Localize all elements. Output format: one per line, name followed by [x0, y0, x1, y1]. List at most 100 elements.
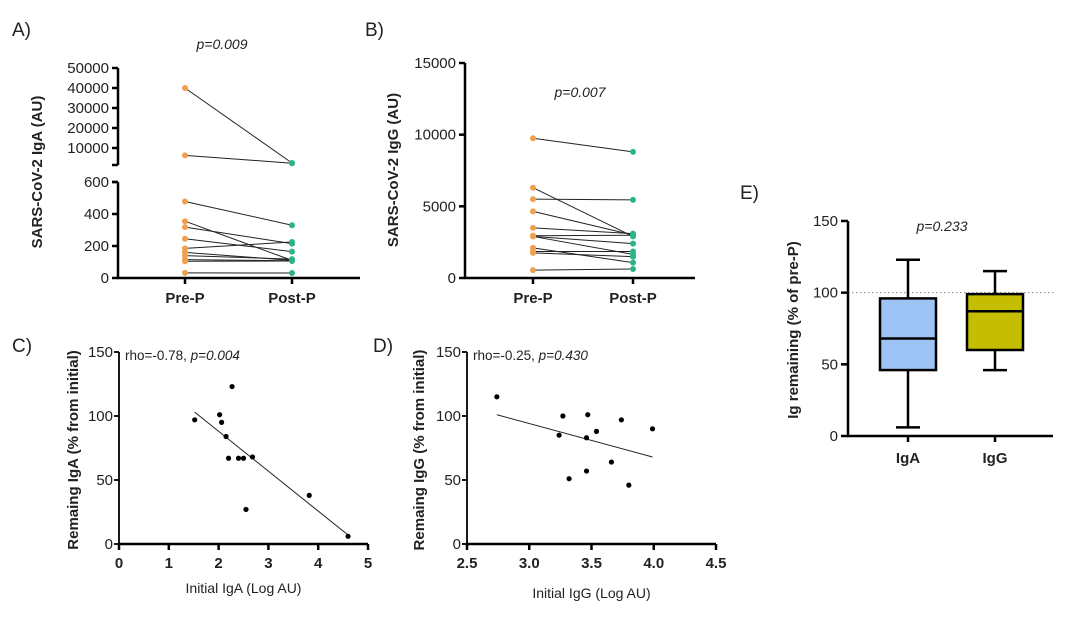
data-point-d — [618, 417, 624, 423]
pre-point-a — [182, 85, 188, 91]
paired-line-a — [184, 154, 293, 164]
data-point-d — [585, 412, 591, 418]
y-tick-label-c: 50 — [96, 472, 113, 489]
data-point-d — [556, 432, 562, 438]
paired-line-b — [532, 247, 634, 264]
post-point-a — [289, 160, 295, 167]
x-axis-label-d: Initial IgG (Log AU) — [532, 585, 650, 601]
x-tick-label-c: 0 — [115, 555, 123, 572]
paired-line-b — [532, 227, 634, 235]
x-tick-label-c: 1 — [165, 555, 173, 572]
regression-line-c — [194, 411, 349, 536]
post-point-b — [630, 240, 636, 247]
y-axis-label-b: SARS-CoV-2 IgG (AU) — [385, 93, 402, 247]
data-point-d — [566, 476, 572, 482]
paired-line-a — [184, 251, 293, 261]
post-point-a — [289, 258, 295, 265]
y-axis-label-d: Remaing IgG (% from initial) — [411, 350, 428, 551]
pre-point-b — [530, 135, 536, 142]
regression-line-d — [496, 414, 653, 458]
box-igg — [965, 292, 1025, 352]
data-point-d — [494, 394, 500, 400]
paired-line-b — [532, 187, 634, 237]
post-point-b — [630, 265, 636, 272]
y-tick-label-a: 40000 — [67, 80, 109, 97]
x-category-label-b: Post-P — [609, 290, 657, 307]
pre-point-b — [530, 267, 536, 274]
paired-line-a — [184, 220, 293, 261]
data-point-c — [235, 455, 242, 461]
panel-label-d: D) — [373, 336, 393, 357]
pre-point-b — [530, 208, 536, 215]
x-tick-label-d: 3.0 — [519, 555, 540, 572]
panel-label-b: B) — [365, 20, 384, 41]
data-point-c — [345, 533, 351, 539]
pre-point-b — [530, 184, 536, 191]
x-category-label-a: Post-P — [268, 290, 316, 307]
y-tick-label-b: 5000 — [423, 198, 456, 215]
p-value-d: p=0.430 — [538, 348, 589, 363]
paired-line-a — [184, 255, 293, 260]
x-axis-label-c: Initial IgA (Log AU) — [186, 580, 302, 596]
data-point-c — [218, 419, 225, 425]
data-point-c — [240, 455, 247, 461]
y-tick-label-b: 10000 — [414, 127, 456, 144]
paired-line-b — [532, 198, 634, 201]
data-point-c — [306, 492, 312, 498]
paired-line-b — [532, 210, 634, 236]
paired-line-b — [532, 137, 634, 153]
x-tick-label-d: 2.5 — [457, 555, 478, 572]
pre-point-a — [182, 198, 188, 205]
correlation-annotation-d: rho=-0.25, p=0.430 — [473, 348, 588, 363]
x-tick-label-c: 3 — [264, 555, 272, 572]
post-point-b — [630, 253, 636, 260]
x-category-label-iga: IgA — [896, 450, 920, 467]
data-point-d — [649, 426, 656, 432]
y-tick-label-c: 100 — [88, 408, 113, 425]
data-point-c — [243, 506, 249, 513]
y-tick-label-e: 0 — [830, 428, 838, 445]
post-point-a — [289, 239, 295, 245]
paired-line-a — [184, 226, 293, 245]
panel-label-a: A) — [12, 20, 31, 41]
x-tick-label-c: 2 — [214, 555, 222, 572]
post-point-b — [630, 148, 636, 155]
data-point-d — [583, 468, 590, 474]
post-point-b — [630, 259, 636, 266]
rho-text-c: rho=-0.78, — [125, 348, 191, 363]
y-tick-label-a: 50000 — [67, 60, 109, 77]
y-tick-label-e: 150 — [813, 213, 838, 230]
pre-point-a — [182, 152, 188, 159]
data-point-d — [593, 428, 600, 434]
paired-line-b — [532, 268, 634, 271]
pre-point-b — [530, 249, 536, 256]
paired-line-a — [184, 201, 293, 226]
y-tick-label-c: 150 — [88, 344, 113, 361]
data-point-c — [216, 412, 223, 418]
y-axis-label-e: Ig remaining (% of pre-P) — [785, 241, 802, 419]
x-category-label-a: Pre-P — [165, 290, 204, 307]
y-tick-label-d: 100 — [436, 408, 461, 425]
paired-line-b — [532, 252, 634, 258]
p-value-c: p=0.004 — [190, 348, 240, 363]
y-tick-label-e: 100 — [813, 285, 838, 302]
data-point-d — [560, 413, 566, 419]
x-tick-label-c: 4 — [314, 555, 323, 572]
pre-point-a — [182, 269, 188, 276]
data-point-c — [249, 454, 256, 460]
y-tick-label-b: 15000 — [414, 55, 456, 72]
y-tick-label-a: 0 — [101, 270, 109, 287]
data-point-d — [608, 459, 615, 465]
data-point-d — [626, 482, 632, 488]
pre-point-b — [530, 224, 536, 231]
box-iga — [878, 297, 938, 372]
x-tick-label-d: 3.5 — [581, 555, 602, 572]
p-value-e: p=0.233 — [916, 218, 968, 234]
y-tick-label-e: 50 — [821, 356, 838, 373]
pre-point-a — [182, 258, 188, 265]
post-point-b — [630, 196, 636, 203]
y-tick-label-a: 600 — [84, 174, 109, 191]
y-tick-label-a: 400 — [84, 206, 109, 223]
x-tick-label-c: 5 — [364, 555, 372, 572]
